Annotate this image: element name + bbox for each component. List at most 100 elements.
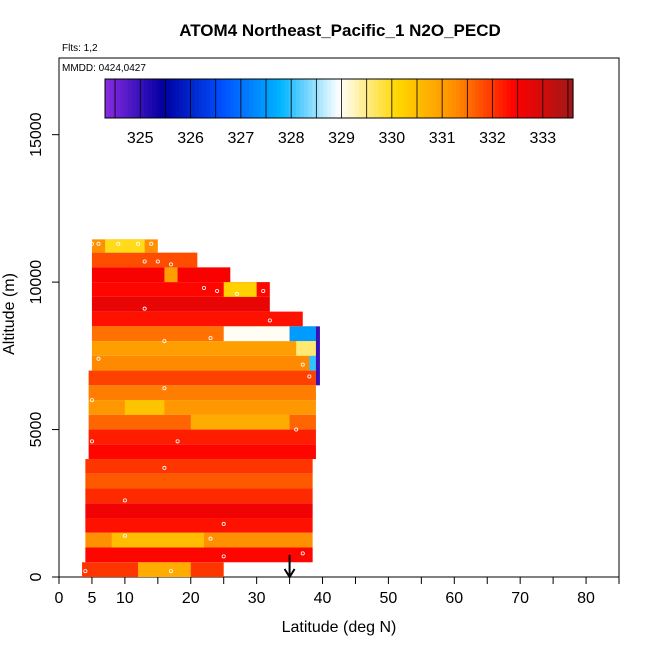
colorbar-segment bbox=[151, 79, 157, 118]
heatmap-highlight bbox=[138, 562, 191, 577]
flight-point bbox=[162, 465, 167, 470]
y-axis: 0 5000 10000 15000 bbox=[28, 112, 59, 581]
colorbar-segment bbox=[350, 79, 356, 118]
flight-point bbox=[116, 241, 121, 246]
colorbar-segment bbox=[483, 79, 488, 118]
heatmap-band bbox=[91, 311, 303, 327]
colorbar-segment bbox=[206, 79, 211, 118]
colorbar-segment bbox=[510, 79, 516, 118]
y-tick-label: 5000 bbox=[28, 412, 45, 448]
heatmap-highlight bbox=[223, 326, 290, 342]
x-tick-label: 5 bbox=[87, 590, 96, 607]
heatmap-highlight bbox=[309, 355, 316, 371]
flight-point bbox=[142, 306, 147, 311]
colorbar-segment bbox=[194, 79, 200, 118]
colorbar-segment bbox=[537, 79, 543, 118]
colorbar-segment bbox=[120, 79, 126, 118]
colorbar-segment bbox=[136, 79, 141, 118]
colorbar-segment bbox=[144, 79, 149, 118]
colorbar-segment bbox=[385, 79, 391, 118]
colorbar-segment bbox=[452, 79, 457, 118]
colorbar-segment bbox=[401, 79, 406, 118]
x-tick-label: 20 bbox=[182, 590, 200, 607]
heatmap-band bbox=[88, 429, 316, 445]
chart-title: ATOM4 Northeast_Pacific_1 N2O_PECD bbox=[179, 21, 501, 40]
flight-point bbox=[300, 551, 305, 556]
colorbar-segment bbox=[303, 79, 309, 118]
colorbar: 325 326 327 328 329 330 331 332 333 bbox=[104, 78, 574, 147]
colorbar-segment bbox=[307, 79, 313, 118]
colorbar-segment bbox=[346, 79, 352, 118]
colorbar-segment bbox=[393, 79, 399, 118]
x-tick-label: 40 bbox=[314, 590, 332, 607]
heatmap-band bbox=[85, 547, 313, 563]
colorbar-segment bbox=[522, 79, 527, 118]
colorbar-segment bbox=[495, 79, 500, 118]
colorbar-segment bbox=[124, 79, 129, 118]
colorbar-segment bbox=[140, 79, 145, 118]
heatmap-highlight bbox=[111, 532, 204, 548]
colorbar-segment bbox=[370, 79, 375, 118]
colorbar-segment bbox=[202, 79, 207, 118]
flight-point bbox=[96, 241, 101, 246]
date-note: MMDD: 0424,0427 bbox=[62, 63, 146, 74]
colorbar-tick-label: 330 bbox=[378, 130, 405, 147]
colorbar-segment bbox=[448, 79, 453, 118]
x-tick-label: 0 bbox=[55, 590, 64, 607]
y-axis-label: Altitude (m) bbox=[1, 273, 18, 355]
colorbar-segment bbox=[432, 79, 438, 118]
flight-point bbox=[142, 259, 147, 264]
colorbar-segment bbox=[506, 79, 512, 118]
heatmap-highlight bbox=[190, 414, 290, 430]
colorbar-segment bbox=[245, 79, 250, 118]
flight-point bbox=[221, 554, 226, 559]
colorbar-segment bbox=[323, 79, 328, 118]
heatmap-band bbox=[85, 518, 313, 533]
colorbar-segment bbox=[261, 79, 266, 118]
colorbar-segment bbox=[186, 79, 192, 118]
flight-point bbox=[215, 288, 220, 293]
colorbar-segment bbox=[116, 79, 122, 118]
colorbar-segment bbox=[428, 79, 434, 118]
heatmap-highlight bbox=[105, 239, 145, 253]
colorbar-segment bbox=[319, 79, 324, 118]
colorbar-segment bbox=[284, 79, 289, 118]
colorbar-segment bbox=[233, 79, 239, 118]
flight-point bbox=[89, 241, 94, 246]
colorbar-segment bbox=[183, 79, 188, 118]
colorbar-segment bbox=[518, 79, 523, 118]
colorbar-segment bbox=[241, 79, 246, 118]
flight-point bbox=[155, 259, 160, 264]
x-tick-label: 60 bbox=[445, 590, 463, 607]
colorbar-segment bbox=[549, 79, 555, 118]
colorbar-segment bbox=[128, 79, 133, 118]
colorbar-segment bbox=[280, 79, 285, 118]
x-axis: 0 5 10 20 30 40 50 60 70 80 bbox=[55, 577, 620, 607]
colorbar-segment bbox=[471, 79, 477, 118]
colorbar-tick-label: 328 bbox=[278, 130, 305, 147]
heatmap-band bbox=[91, 341, 316, 356]
colorbar-segment bbox=[459, 79, 465, 118]
colorbar-segment bbox=[210, 79, 215, 118]
heatmap-cells bbox=[82, 239, 320, 577]
colorbar-segment bbox=[491, 79, 496, 118]
colorbar-segment bbox=[514, 79, 519, 118]
heatmap-band bbox=[88, 400, 316, 415]
colorbar-segment bbox=[541, 79, 547, 118]
flight-point bbox=[261, 288, 266, 293]
colorbar-segment bbox=[105, 79, 110, 118]
colorbar-segment bbox=[553, 79, 558, 118]
colorbar-segment bbox=[167, 79, 172, 118]
colorbar-segment bbox=[288, 79, 293, 118]
heatmap-band bbox=[85, 473, 313, 489]
heatmap-band bbox=[85, 459, 313, 474]
colorbar-segment bbox=[108, 79, 114, 118]
flight-point bbox=[300, 362, 305, 367]
colorbar-segment bbox=[561, 79, 566, 118]
colorbar-segment bbox=[229, 79, 235, 118]
heatmap-band bbox=[88, 385, 316, 401]
x-tick-label: 80 bbox=[577, 590, 595, 607]
colorbar-segment bbox=[335, 79, 340, 118]
colorbar-segment bbox=[214, 79, 219, 118]
